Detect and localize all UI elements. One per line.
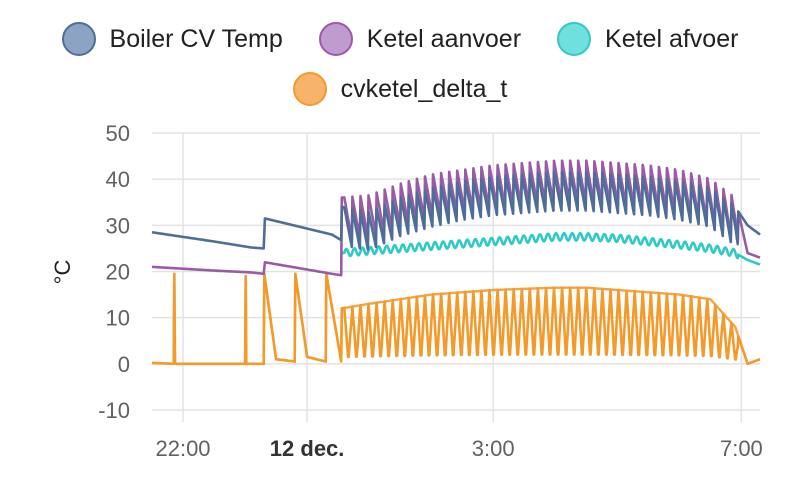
x-tick-label: 7:00 <box>720 436 763 461</box>
y-tick-label: 40 <box>106 167 130 192</box>
x-tick-label: 3:00 <box>472 436 515 461</box>
legend-item-boiler-cv-temp[interactable]: Boiler CV Temp <box>61 22 283 56</box>
y-tick-label: 50 <box>106 121 130 146</box>
legend-label-boiler-cv-temp: Boiler CV Temp <box>109 24 283 53</box>
y-axis-title: °C <box>50 260 75 285</box>
y-tick-label: -10 <box>98 398 130 423</box>
y-axis: 50 40 30 20 10 0 -10 <box>98 121 130 423</box>
y-tick-label: 20 <box>106 260 130 285</box>
series-line-3 <box>151 272 761 366</box>
x-tick-label: 12 dec. <box>270 436 345 461</box>
legend-label-cvketel-delta-t: cvketel_delta_t <box>340 74 508 103</box>
series-points-3 <box>151 273 761 366</box>
legend-swatch-cvketel-delta-t <box>292 72 327 106</box>
legend-item-ketel-afvoer[interactable]: Ketel afvoer <box>557 22 738 56</box>
legend-label-ketel-aanvoer: Ketel aanvoer <box>366 24 522 53</box>
series-line-0 <box>151 170 761 251</box>
x-axis: 22:00 12 dec. 3:00 7:00 <box>155 436 762 461</box>
series-layer <box>151 159 761 366</box>
legend-item-cvketel-delta-t[interactable]: cvketel_delta_t <box>292 72 508 106</box>
y-tick-label: 10 <box>106 306 130 331</box>
legend-swatch-boiler-cv-temp <box>61 22 96 56</box>
legend-swatch-ketel-aanvoer <box>318 22 353 56</box>
legend-swatch-ketel-afvoer <box>557 22 592 56</box>
legend: Boiler CV Temp Ketel aanvoer Ketel afvoe… <box>0 14 800 114</box>
legend-label-ketel-afvoer: Ketel afvoer <box>605 24 739 53</box>
legend-row-2: cvketel_delta_t <box>0 64 800 114</box>
y-tick-label: 30 <box>106 213 130 238</box>
y-tick-label: 0 <box>118 352 130 377</box>
series-line-2 <box>341 231 761 266</box>
legend-row-1: Boiler CV Temp Ketel aanvoer Ketel afvoe… <box>0 14 800 64</box>
legend-item-ketel-aanvoer[interactable]: Ketel aanvoer <box>318 22 522 56</box>
x-tick-label: 22:00 <box>155 436 210 461</box>
